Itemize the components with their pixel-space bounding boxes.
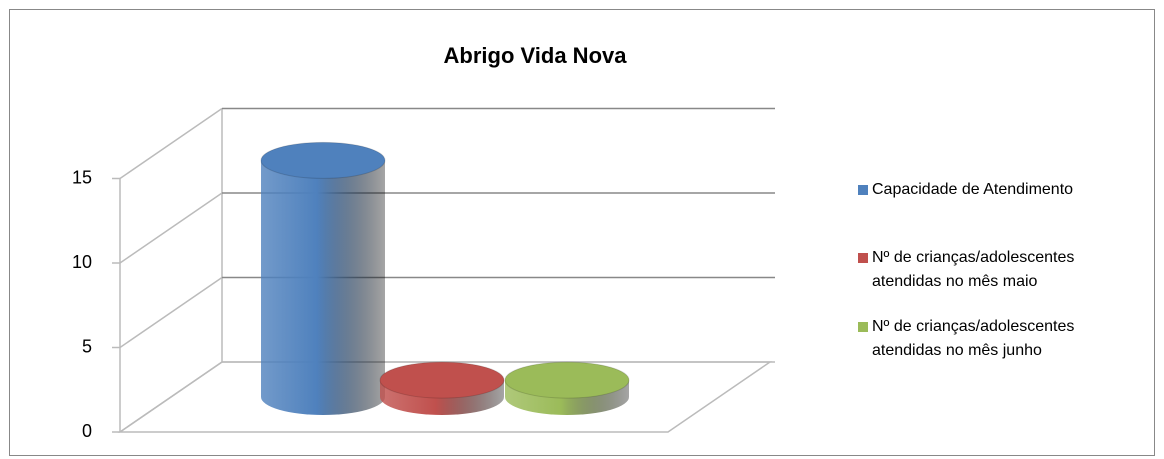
grid-line	[119, 276, 223, 349]
y-tick-label: 0	[82, 421, 92, 441]
cylinder-top	[379, 361, 505, 399]
y-tick-label: 10	[72, 252, 92, 272]
legend-label: Nº de crianças/adolescentes atendidas no…	[872, 318, 1075, 359]
y-tick-label: 5	[82, 336, 92, 356]
grid-line	[119, 361, 223, 433]
chart-title: Abrigo Vida Nova	[444, 43, 628, 68]
cylinder-top	[260, 141, 386, 179]
grid-line	[119, 192, 223, 264]
cylinder-top	[504, 361, 630, 399]
y-tick-label: 15	[72, 167, 92, 187]
cylinder	[504, 361, 630, 415]
legend-label: Nº de crianças/adolescentes atendidas no…	[872, 249, 1075, 290]
cylinder	[260, 141, 386, 415]
legend-label: Capacidade de Atendimento	[872, 181, 1074, 198]
legend-swatch	[858, 185, 868, 195]
legend-swatch	[858, 253, 868, 263]
grid-line	[119, 107, 223, 180]
legend-swatch	[858, 322, 868, 332]
cylinder-body	[261, 160, 385, 415]
cylinder	[379, 361, 505, 415]
